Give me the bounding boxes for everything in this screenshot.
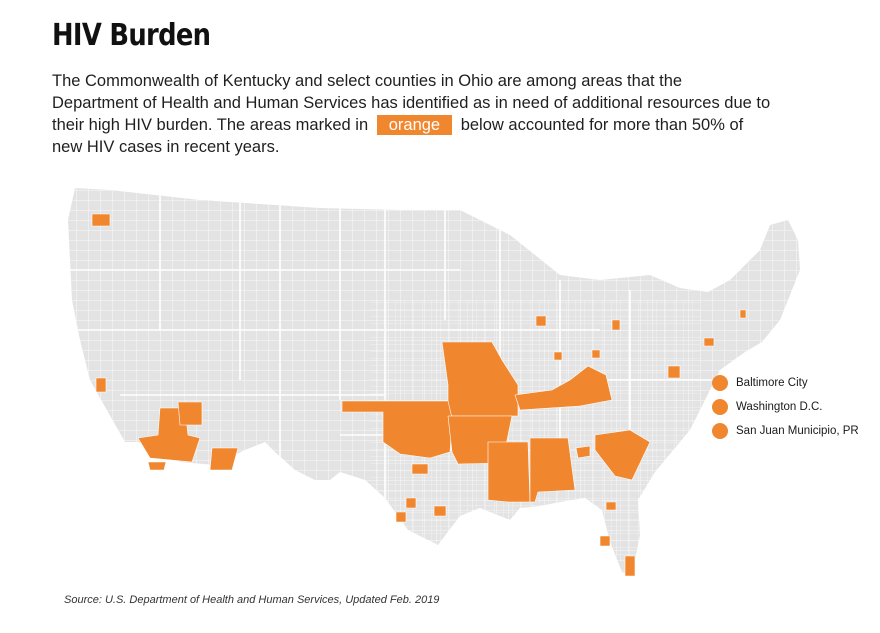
orange-dot-icon: [712, 423, 728, 439]
south-carolina-region: [594, 429, 651, 481]
nevada-county-region: [177, 401, 203, 426]
intro-text-before: The Commonwealth of Kentucky and select …: [52, 72, 771, 134]
la-coast-region: [147, 461, 167, 471]
source-note: Source: U.S. Department of Health and Hu…: [64, 594, 440, 606]
state-borders: [68, 188, 740, 500]
mississippi-region: [487, 441, 531, 503]
orange-dot-icon: [712, 399, 728, 415]
intro-text-after: below accounted for more than 50% of new…: [52, 116, 744, 156]
ohio-region-2: [591, 349, 601, 359]
nyc-region: [739, 309, 747, 319]
legend-label: Washington D.C.: [736, 401, 823, 413]
texas-sanantonio-region: [395, 511, 407, 523]
illinois-region: [553, 351, 563, 361]
legend-item-baltimore: Baltimore City: [712, 372, 859, 394]
texas-austin-region: [405, 497, 417, 509]
washington-county-region: [91, 213, 111, 227]
florida-miami-region: [624, 555, 636, 577]
highlighted-areas: [91, 213, 747, 577]
arizona-county-region: [209, 447, 239, 471]
florida-jax-region: [605, 501, 617, 511]
michigan-region: [611, 319, 621, 331]
legend-item-washington: Washington D.C.: [712, 396, 859, 418]
legend-item-san-juan: San Juan Municipio, PR: [712, 420, 859, 442]
page-title: HIV Burden: [52, 18, 211, 53]
georgia-atlanta-region: [575, 445, 591, 459]
land-base: [68, 188, 800, 575]
texas-houston-region: [433, 505, 447, 517]
legend-label: Baltimore City: [736, 377, 808, 389]
highlight-swatch-label: orange: [376, 115, 453, 135]
ohio-region-1: [535, 315, 547, 327]
alabama-region: [529, 437, 576, 503]
philly-region: [703, 337, 715, 347]
texas-dallas-region: [411, 463, 429, 475]
florida-orlando-region: [599, 535, 611, 547]
oklahoma-region: [341, 400, 453, 459]
legend: Baltimore City Washington D.C. San Juan …: [712, 372, 859, 444]
intro-paragraph: The Commonwealth of Kentucky and select …: [52, 70, 772, 158]
maryland-region: [667, 365, 681, 379]
legend-label: San Juan Municipio, PR: [736, 425, 859, 437]
kentucky-region: [514, 365, 613, 411]
us-county-map: [68, 188, 800, 577]
sf-bay-region: [95, 377, 107, 393]
orange-dot-icon: [712, 375, 728, 391]
